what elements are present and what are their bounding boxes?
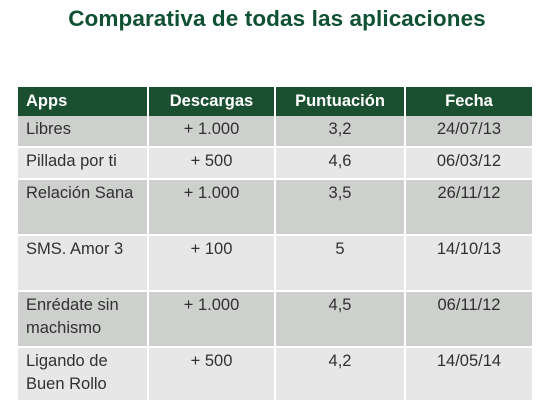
cell-puntuacion: 3,2	[275, 116, 406, 148]
header-fecha: Fecha	[405, 87, 532, 116]
table-header-row: Apps Descargas Puntuación Fecha	[18, 87, 532, 116]
header-descargas: Descargas	[148, 87, 276, 116]
table-row: Libres + 1.000 3,2 24/07/13	[18, 116, 532, 148]
cell-descargas: + 1.000	[148, 291, 276, 348]
table-row: Ligando de Buen Rollo + 500 4,2 14/05/14	[18, 347, 532, 402]
cell-app: SMS. Amor 3	[18, 235, 149, 292]
cell-puntuacion: 4,6	[275, 147, 406, 180]
cell-descargas: + 100	[148, 235, 276, 292]
page-title: Comparativa de todas las aplicaciones	[68, 6, 486, 31]
cell-descargas: + 500	[148, 347, 276, 402]
cell-descargas: + 1.000	[148, 179, 276, 236]
cell-fecha: 14/05/14	[405, 347, 532, 402]
cell-app: Relación Sana	[18, 179, 149, 236]
cell-puntuacion: 5	[275, 235, 406, 292]
cell-descargas: + 1.000	[148, 116, 276, 148]
table-row: Pillada por ti + 500 4,6 06/03/12	[18, 147, 532, 180]
header-puntuacion: Puntuación	[275, 87, 406, 116]
table-row: Enrédate sin machismo + 1.000 4,5 06/11/…	[18, 291, 532, 348]
cell-fecha: 06/11/12	[405, 291, 532, 348]
cell-puntuacion: 4,2	[275, 347, 406, 402]
table-row: Relación Sana + 1.000 3,5 26/11/12	[18, 179, 532, 236]
cell-puntuacion: 4,5	[275, 291, 406, 348]
cell-app: Enrédate sin machismo	[18, 291, 149, 348]
table-row: SMS. Amor 3 + 100 5 14/10/13	[18, 235, 532, 292]
cell-puntuacion: 3,5	[275, 179, 406, 236]
cell-descargas: + 500	[148, 147, 276, 180]
cell-fecha: 14/10/13	[405, 235, 532, 292]
cell-app: Pillada por ti	[18, 147, 149, 180]
apps-comparison-table: Apps Descargas Puntuación Fecha Libres +…	[18, 87, 532, 402]
header-apps: Apps	[18, 87, 149, 116]
cell-app: Libres	[18, 116, 149, 148]
cell-fecha: 24/07/13	[405, 116, 532, 148]
cell-fecha: 26/11/12	[405, 179, 532, 236]
cell-fecha: 06/03/12	[405, 147, 532, 180]
cell-app: Ligando de Buen Rollo	[18, 347, 149, 402]
